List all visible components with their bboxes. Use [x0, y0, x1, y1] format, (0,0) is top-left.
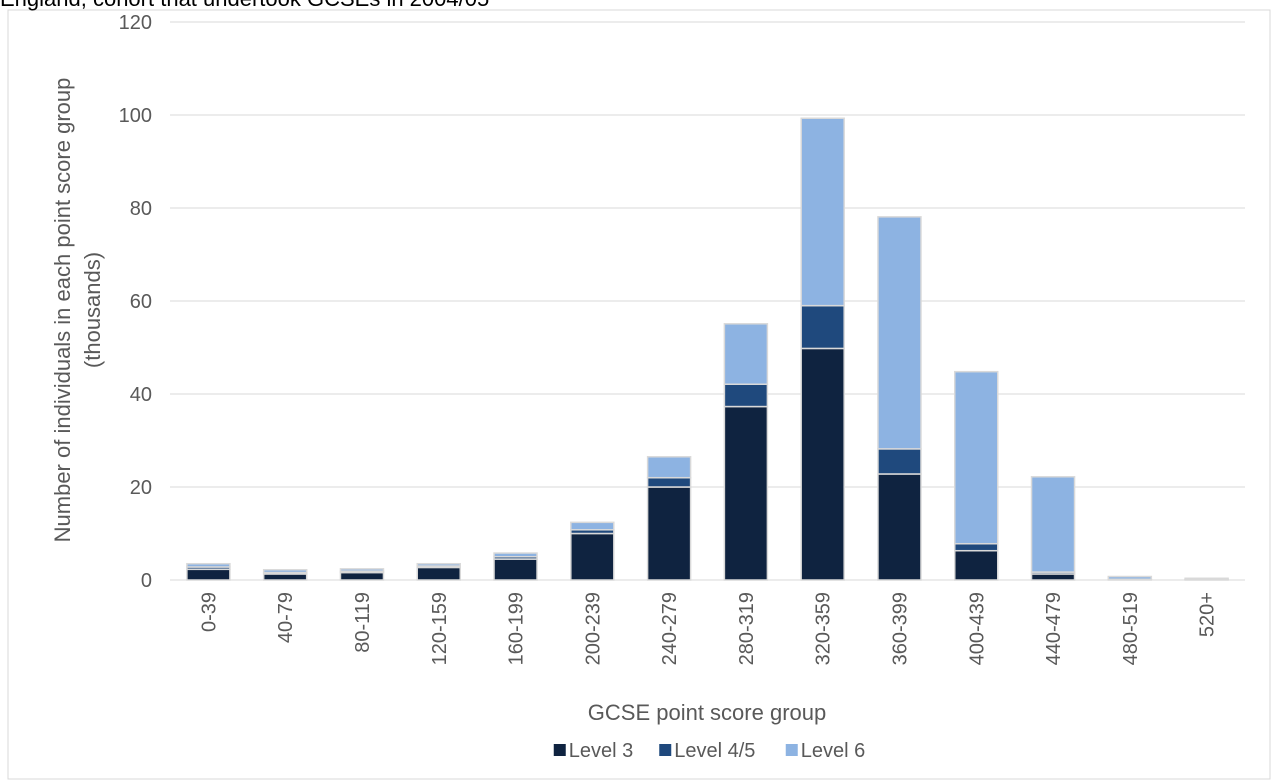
x-tick-label: 240-279	[659, 592, 681, 665]
legend-swatch	[785, 744, 798, 756]
bar	[723, 405, 769, 581]
bar	[877, 448, 922, 475]
legend-label: Level 4/5	[674, 740, 755, 762]
bar	[954, 542, 999, 552]
bar	[646, 476, 692, 488]
y-tick-label: 120	[119, 12, 152, 34]
legend-label: Level 3	[569, 740, 634, 762]
bar	[646, 456, 692, 479]
x-tick-label: 440-479	[1043, 592, 1065, 665]
bar	[186, 568, 231, 581]
y-tick-label: 80	[130, 198, 152, 220]
bar	[646, 486, 692, 581]
x-tick-label: 120-159	[429, 592, 451, 665]
chart-title: England, cohort that undertook GCSEs in …	[0, 0, 489, 11]
bar	[800, 117, 845, 307]
x-tick-label: 320-359	[813, 592, 835, 665]
y-axis-title: (thousands)	[80, 252, 105, 368]
bar	[262, 569, 308, 574]
bar	[339, 568, 385, 572]
y-tick-label: 20	[130, 477, 152, 499]
bar	[570, 532, 615, 581]
y-axis-title: Number of individuals in each point scor…	[50, 78, 75, 543]
x-tick-label: 400-439	[966, 592, 988, 665]
x-tick-label: 40-79	[275, 592, 297, 643]
legend-label: Level 6	[801, 740, 866, 762]
bar	[493, 552, 538, 558]
bar	[877, 216, 922, 450]
x-tick-label: 360-399	[889, 592, 911, 665]
bar	[416, 566, 461, 581]
bar	[800, 304, 845, 350]
bar	[1107, 575, 1153, 581]
legend-swatch	[553, 744, 566, 756]
bar	[570, 521, 615, 531]
bar	[954, 370, 999, 545]
bar	[1030, 573, 1076, 581]
x-tick-label: 280-319	[736, 592, 758, 665]
bar	[416, 562, 461, 567]
bar	[262, 573, 308, 581]
x-tick-label: 480-519	[1120, 592, 1142, 665]
legend-swatch	[659, 744, 672, 756]
x-axis-title: GCSE point score group	[588, 700, 826, 725]
bar	[723, 383, 769, 408]
y-tick-label: 0	[141, 570, 152, 592]
y-tick-label: 40	[130, 384, 152, 406]
x-tick-label: 80-119	[352, 592, 374, 653]
bar	[800, 347, 845, 581]
bar	[877, 473, 922, 581]
bar	[339, 571, 385, 581]
chart-frame	[7, 9, 1271, 780]
x-tick-label: 0-39	[198, 592, 220, 632]
y-tick-label: 60	[130, 291, 152, 313]
y-tick-label: 100	[119, 105, 152, 127]
bar	[1184, 577, 1229, 581]
bar	[954, 549, 999, 581]
x-tick-label: 200-239	[582, 592, 604, 665]
x-tick-label: 160-199	[506, 592, 528, 665]
x-tick-label: 520+	[1197, 592, 1219, 637]
bar	[1030, 476, 1076, 573]
bar	[723, 323, 769, 385]
bar	[493, 558, 538, 581]
bar	[186, 562, 231, 568]
